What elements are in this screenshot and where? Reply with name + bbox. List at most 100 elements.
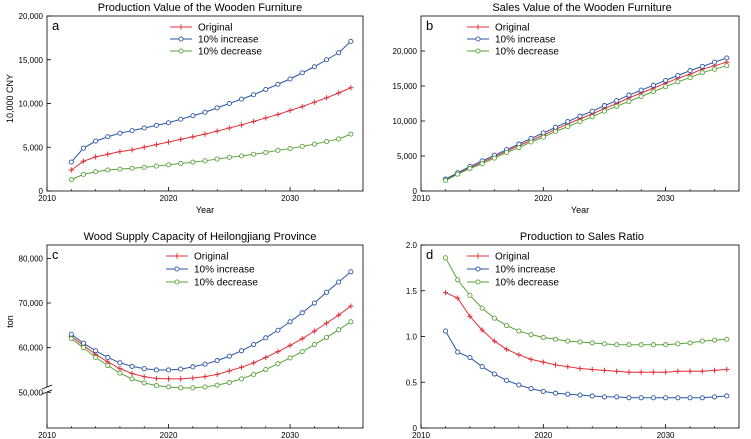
data-point xyxy=(214,382,220,388)
legend-entry: 10% increase xyxy=(198,35,259,46)
data-point xyxy=(491,371,497,377)
data-point xyxy=(348,38,354,44)
data-point xyxy=(711,367,718,373)
axis-break-gap xyxy=(43,387,51,393)
data-point xyxy=(699,368,705,374)
data-point xyxy=(348,303,354,309)
data-point xyxy=(311,328,317,334)
data-point xyxy=(117,370,123,376)
data-point xyxy=(323,95,330,101)
data-point xyxy=(504,346,510,352)
y-tick-label: 0 xyxy=(413,424,418,433)
data-point xyxy=(724,336,730,342)
data-point xyxy=(93,354,99,361)
data-point xyxy=(675,368,681,374)
legend-entry: 10% increase xyxy=(495,35,556,46)
data-point xyxy=(699,338,705,344)
data-point xyxy=(238,364,245,370)
data-point xyxy=(589,114,595,120)
x-tick-label: 2030 xyxy=(281,194,299,203)
data-point xyxy=(336,90,342,96)
data-point xyxy=(626,92,632,98)
data-point xyxy=(287,342,293,349)
data-point xyxy=(226,353,232,359)
data-point xyxy=(178,160,184,166)
data-point xyxy=(724,55,730,61)
data-point xyxy=(129,363,135,369)
data-point xyxy=(528,139,534,145)
series-line xyxy=(70,41,352,163)
data-point xyxy=(504,377,510,383)
legend-entry: 10% increase xyxy=(495,265,556,276)
series-10-decrease xyxy=(68,319,354,391)
data-point xyxy=(299,349,305,355)
data-point xyxy=(479,161,485,167)
data-point xyxy=(638,369,644,375)
data-point xyxy=(68,331,74,337)
series-line xyxy=(71,321,352,389)
data-point xyxy=(117,130,123,136)
panel-label: c xyxy=(52,247,59,262)
data-point xyxy=(117,366,123,372)
data-point xyxy=(540,130,546,136)
data-point xyxy=(105,354,111,361)
data-point xyxy=(190,375,196,381)
data-point xyxy=(263,86,269,93)
data-point xyxy=(238,153,245,159)
legend-marker xyxy=(174,266,180,272)
x-axis-title: Year xyxy=(196,205,214,215)
legend-marker xyxy=(475,266,481,272)
data-point xyxy=(299,143,305,149)
series-original xyxy=(68,303,354,382)
series-line xyxy=(445,257,727,346)
data-point xyxy=(589,340,595,346)
data-point xyxy=(263,149,269,156)
data-point xyxy=(467,354,473,361)
data-point xyxy=(202,361,208,367)
data-point xyxy=(178,136,184,142)
data-point xyxy=(516,145,522,151)
chart-title: Sales Value of the Wooden Furniture xyxy=(492,2,671,14)
x-tick-label: 2010 xyxy=(38,431,56,439)
data-point xyxy=(638,87,644,93)
data-point xyxy=(675,72,681,79)
data-point xyxy=(323,334,330,340)
series-10-increase xyxy=(68,38,354,165)
data-point xyxy=(552,336,559,342)
data-point xyxy=(323,139,330,145)
panel-c: Wood Supply Capacity of Heilongjiang Pro… xyxy=(5,231,364,439)
y-tick-label: 0 xyxy=(39,187,44,196)
data-point xyxy=(263,115,269,121)
data-point xyxy=(687,368,693,374)
data-point xyxy=(226,125,232,131)
data-point xyxy=(93,138,99,144)
data-point xyxy=(650,369,656,375)
data-point xyxy=(614,342,620,348)
series-10-decrease xyxy=(68,131,354,183)
data-point xyxy=(287,355,293,361)
legend-entry: Original xyxy=(495,252,529,263)
data-point xyxy=(165,162,172,168)
data-point xyxy=(516,352,522,358)
y-tick-label: 10,000 xyxy=(19,100,44,109)
data-point xyxy=(650,342,656,348)
data-point xyxy=(675,395,681,401)
data-point xyxy=(129,370,135,377)
data-point xyxy=(724,393,730,399)
legend-entry: 10% decrease xyxy=(495,47,559,58)
data-point xyxy=(711,59,718,65)
y-axis-title: 10,000 CNY xyxy=(5,74,15,123)
data-point xyxy=(153,375,159,382)
data-point xyxy=(105,362,111,369)
data-point xyxy=(650,82,656,88)
data-point xyxy=(190,159,196,165)
data-point xyxy=(287,107,293,114)
data-point xyxy=(275,147,281,153)
data-point xyxy=(68,177,74,183)
data-point xyxy=(165,367,172,373)
legend-entry: 10% increase xyxy=(194,265,255,276)
